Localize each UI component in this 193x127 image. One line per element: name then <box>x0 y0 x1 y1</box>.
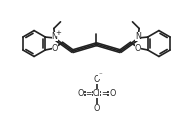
Text: N: N <box>52 32 58 41</box>
Text: Cl: Cl <box>93 89 100 98</box>
Text: =: = <box>85 89 92 98</box>
Text: O: O <box>109 89 116 98</box>
Text: O: O <box>135 44 141 53</box>
Text: O: O <box>93 75 100 84</box>
Text: O: O <box>77 89 84 98</box>
Text: O: O <box>52 44 58 53</box>
Text: ⁻: ⁻ <box>98 73 102 79</box>
Text: +: + <box>56 30 62 36</box>
Text: N: N <box>135 32 141 41</box>
Text: =: = <box>101 89 108 98</box>
Text: O: O <box>93 104 100 113</box>
